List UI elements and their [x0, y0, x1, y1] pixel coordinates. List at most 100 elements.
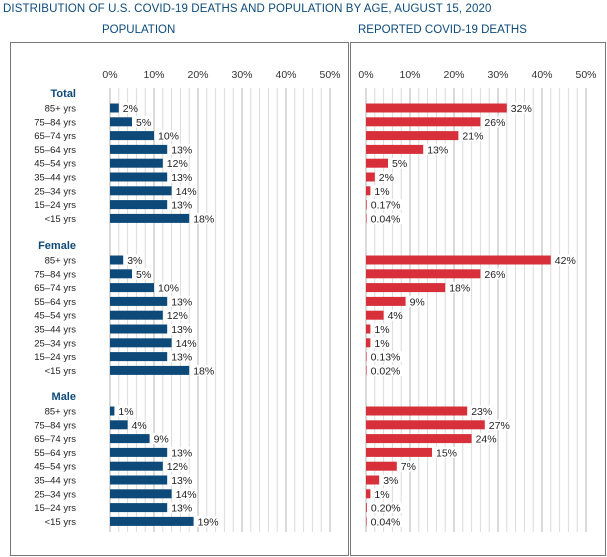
- population-tick-label: 40%: [275, 69, 296, 81]
- age-label: 45–54 yrs: [34, 159, 76, 170]
- population-data-label: 1%: [118, 406, 133, 418]
- deaths-data-label: 15%: [436, 447, 457, 459]
- deaths-data-label-bg: [373, 488, 388, 500]
- age-label: 15–24 yrs: [34, 200, 76, 211]
- age-label: 65–74 yrs: [34, 131, 76, 142]
- age-label: 65–74 yrs: [34, 434, 76, 445]
- population-bar: [110, 296, 168, 306]
- deaths-bar: [366, 186, 371, 196]
- population-data-label-bg: [130, 419, 145, 431]
- population-bar: [110, 365, 190, 375]
- deaths-data-label-bg: [426, 143, 447, 155]
- deaths-bar: [366, 310, 384, 320]
- population-tick-label: 20%: [187, 69, 208, 81]
- age-label: 35–44 yrs: [34, 476, 76, 487]
- population-data-label: 13%: [171, 172, 192, 184]
- population-bar: [110, 131, 154, 141]
- deaths-bar: [366, 117, 481, 127]
- deaths-bar: [366, 213, 367, 223]
- population-data-label-bg: [170, 323, 191, 335]
- population-tick-label: 10%: [143, 69, 164, 81]
- deaths-data-label: 4%: [388, 310, 403, 322]
- population-data-label-bg: [135, 268, 150, 280]
- group-label: Male: [52, 391, 76, 403]
- deaths-data-label-bg: [386, 309, 401, 321]
- deaths-tick-label: 50%: [575, 69, 596, 81]
- deaths-data-label: 18%: [449, 283, 470, 295]
- age-label: <15 yrs: [45, 517, 77, 528]
- population-data-label-bg: [174, 488, 196, 500]
- deaths-data-label-bg: [369, 515, 403, 527]
- deaths-bar: [366, 144, 424, 154]
- deaths-data-label: 7%: [401, 461, 416, 473]
- age-label: 55–64 yrs: [34, 297, 76, 308]
- age-label: 85+ yrs: [45, 407, 77, 418]
- deaths-data-label: 1%: [374, 489, 389, 501]
- population-data-label: 14%: [176, 338, 197, 350]
- population-data-label: 13%: [171, 503, 192, 515]
- population-data-label: 13%: [171, 144, 192, 156]
- deaths-data-label: 2%: [379, 172, 394, 184]
- population-data-label: 12%: [167, 158, 188, 170]
- deaths-bar: [366, 503, 367, 513]
- population-bar: [110, 158, 163, 168]
- deaths-tick-label: 0%: [358, 69, 373, 81]
- deaths-data-label: 9%: [410, 296, 425, 308]
- age-label: 25–34 yrs: [34, 489, 76, 500]
- population-bar: [110, 420, 128, 430]
- deaths-data-label-bg: [369, 502, 403, 514]
- population-panel-header: POPULATION: [102, 24, 176, 36]
- population-panel-frame: [10, 42, 349, 556]
- population-bar: [110, 516, 194, 526]
- deaths-data-label: 42%: [555, 255, 576, 267]
- population-bar: [110, 503, 168, 513]
- population-bar: [110, 434, 150, 444]
- age-label: 45–54 yrs: [34, 462, 76, 473]
- population-bar: [110, 352, 168, 362]
- population-data-label: 5%: [136, 117, 151, 129]
- age-label: 35–44 yrs: [34, 173, 76, 184]
- deaths-data-label: 23%: [471, 406, 492, 418]
- deaths-data-label-bg: [399, 460, 415, 472]
- deaths-tick-label: 30%: [487, 69, 508, 81]
- deaths-tick-label: 40%: [531, 69, 552, 81]
- age-label: 15–24 yrs: [34, 352, 76, 363]
- deaths-bar: [366, 447, 432, 457]
- deaths-bar: [366, 420, 485, 430]
- deaths-data-label: 13%: [427, 144, 448, 156]
- age-label: 85+ yrs: [45, 256, 77, 267]
- deaths-data-label: 24%: [476, 434, 497, 446]
- population-data-label-bg: [170, 351, 191, 363]
- population-data-label-bg: [170, 502, 191, 514]
- deaths-data-label: 21%: [462, 131, 483, 143]
- deaths-data-label-bg: [474, 433, 496, 445]
- deaths-bar: [366, 352, 367, 362]
- deaths-data-label: 27%: [489, 420, 510, 432]
- population-tick-label: 30%: [231, 69, 252, 81]
- population-bar: [110, 144, 168, 154]
- population-bar: [110, 406, 115, 416]
- population-data-label-bg: [170, 199, 191, 211]
- population-data-label-bg: [170, 295, 191, 307]
- deaths-data-label: 32%: [511, 103, 532, 115]
- age-label: 65–74 yrs: [34, 283, 76, 294]
- deaths-data-label-bg: [373, 323, 388, 335]
- population-data-label-bg: [192, 212, 213, 224]
- population-data-label-bg: [165, 460, 187, 472]
- age-label: 75–84 yrs: [34, 269, 76, 280]
- population-data-label-bg: [170, 143, 191, 155]
- age-label: 25–34 yrs: [34, 186, 76, 197]
- deaths-bar: [366, 131, 459, 141]
- population-bar: [110, 186, 172, 196]
- deaths-bar: [366, 296, 406, 306]
- deaths-data-label-bg: [369, 199, 403, 211]
- deaths-data-label: 3%: [383, 475, 398, 487]
- deaths-data-label: 0.20%: [371, 503, 401, 515]
- population-data-label-bg: [135, 116, 150, 128]
- deaths-tick-label: 20%: [443, 69, 464, 81]
- deaths-tick-label: 10%: [399, 69, 420, 81]
- population-data-label: 2%: [123, 103, 138, 115]
- deaths-data-label-bg: [369, 212, 403, 224]
- population-data-label-bg: [152, 433, 167, 445]
- population-data-label: 13%: [171, 475, 192, 487]
